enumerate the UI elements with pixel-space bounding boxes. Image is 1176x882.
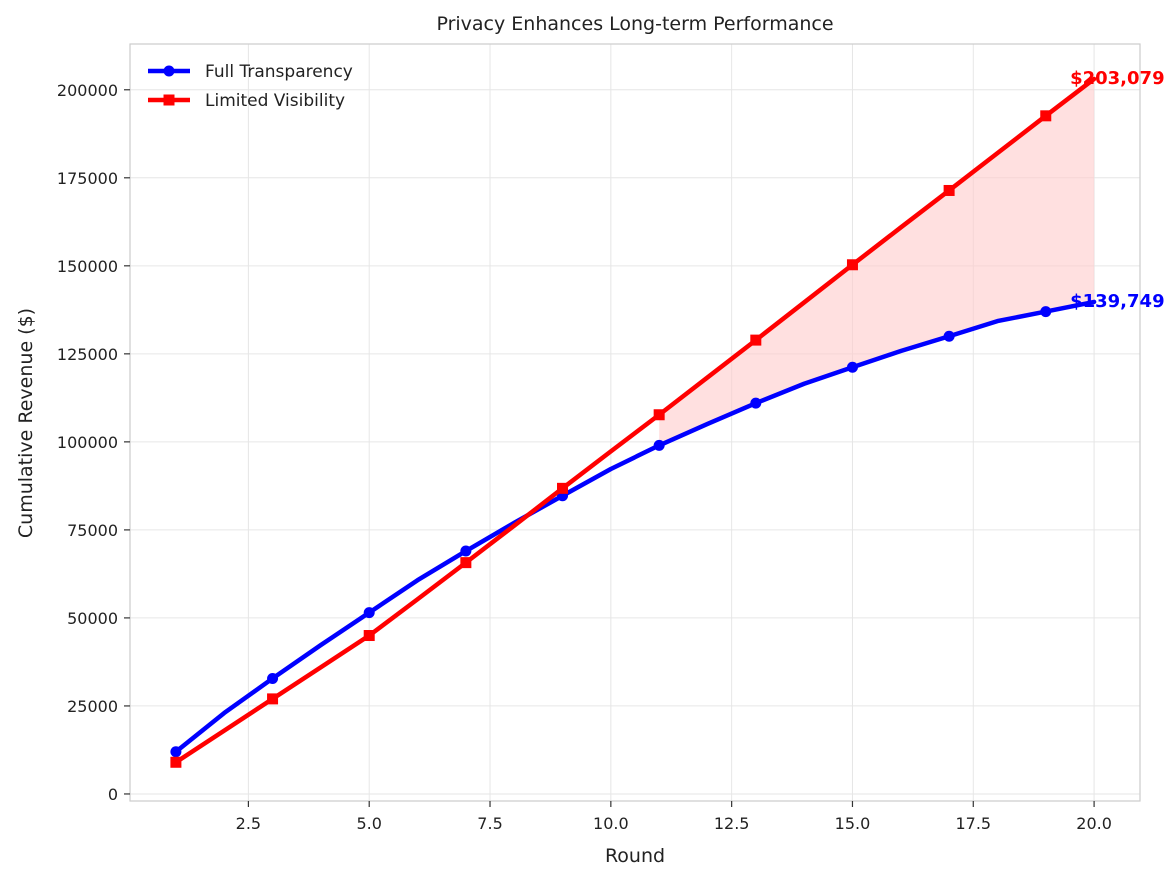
limited-visibility-point <box>460 557 472 569</box>
legend-marker-full-transparency <box>163 65 175 77</box>
x-tick-label: 7.5 <box>477 814 502 833</box>
full-transparency-point <box>363 607 375 619</box>
x-tick-label: 5.0 <box>356 814 381 833</box>
series-layer <box>170 76 1097 768</box>
x-tick-label: 2.5 <box>236 814 261 833</box>
y-tick-label: 0 <box>108 785 118 804</box>
gap-fill-area <box>659 78 1095 446</box>
y-tick-label: 125000 <box>57 345 118 364</box>
full-transparency-point <box>846 361 858 373</box>
limited-visibility-point <box>653 409 665 421</box>
limited-visibility-point <box>750 334 762 346</box>
limited-visibility-point <box>1040 110 1052 122</box>
end-label-limited-visibility: $203,079 <box>1070 68 1165 89</box>
y-tick-label: 50000 <box>67 609 118 628</box>
end-value-labels: $203,079 $139,749 <box>1070 68 1165 312</box>
limited-visibility-point <box>943 184 955 196</box>
legend-marker-limited-visibility <box>163 94 175 106</box>
full-transparency-point <box>653 439 665 451</box>
x-axis-label: Round <box>605 845 665 867</box>
chart-title: Privacy Enhances Long-term Performance <box>436 13 833 35</box>
fill-between-area <box>659 78 1095 446</box>
y-axis: 0 25000 50000 75000 100000 125000 150000 175000… <box>57 81 130 804</box>
limited-visibility-point <box>846 259 858 271</box>
x-tick-label: 15.0 <box>835 814 871 833</box>
x-tick-label: 20.0 <box>1076 814 1112 833</box>
x-tick-label: 10.0 <box>593 814 629 833</box>
limited-visibility-point <box>267 693 279 705</box>
grid-lines <box>130 44 1140 801</box>
limited-visibility-point <box>557 482 569 494</box>
y-tick-label: 100000 <box>57 433 118 452</box>
y-tick-label: 175000 <box>57 169 118 188</box>
y-tick-label: 75000 <box>67 521 118 540</box>
full-transparency-point <box>170 746 182 758</box>
y-tick-label: 200000 <box>57 81 118 100</box>
full-transparency-point <box>267 672 279 684</box>
limited-visibility-point <box>363 630 375 642</box>
plot-frame <box>129 43 1141 802</box>
x-tick-label: 17.5 <box>955 814 991 833</box>
x-axis: 2.5 5.0 7.5 10.0 12.5 15.0 17.5 20.0 <box>236 801 1112 833</box>
legend-label-limited-visibility: Limited Visibility <box>205 91 345 111</box>
y-axis-label: Cumulative Revenue ($) <box>15 308 37 538</box>
limited-visibility-point <box>170 756 182 768</box>
limited-visibility-line <box>173 76 1097 765</box>
x-tick-label: 12.5 <box>714 814 750 833</box>
legend: Full Transparency Limited Visibility <box>148 62 353 111</box>
y-tick-label: 150000 <box>57 257 118 276</box>
legend-label-full-transparency: Full Transparency <box>205 62 353 82</box>
full-transparency-point <box>460 545 472 557</box>
full-transparency-line <box>173 299 1097 754</box>
full-transparency-point <box>750 397 762 409</box>
y-tick-label: 25000 <box>67 697 118 716</box>
end-label-full-transparency: $139,749 <box>1070 291 1165 312</box>
full-transparency-point <box>1040 306 1052 318</box>
full-transparency-point <box>943 330 955 342</box>
